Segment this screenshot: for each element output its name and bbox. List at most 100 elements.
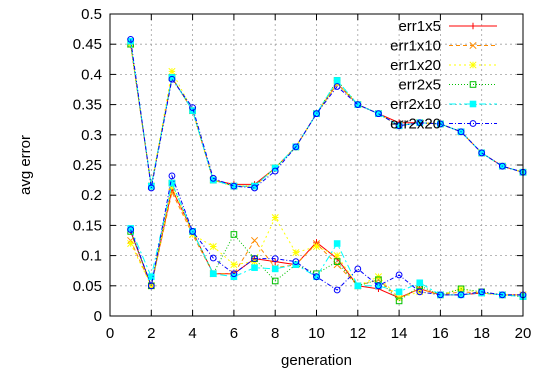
data-point bbox=[478, 149, 486, 157]
series-line bbox=[130, 181, 524, 302]
data-point bbox=[271, 213, 279, 222]
data-point bbox=[333, 83, 341, 90]
data-point bbox=[395, 271, 403, 279]
data-point bbox=[189, 104, 197, 112]
x-tick-label: 2 bbox=[147, 325, 155, 342]
data-point bbox=[168, 67, 176, 75]
y-tick-label: 0.45 bbox=[73, 36, 102, 53]
x-tick-label: 10 bbox=[308, 325, 325, 342]
data-point bbox=[395, 288, 403, 296]
x-axis-title: generation bbox=[281, 352, 352, 369]
series-err1x20 bbox=[127, 40, 527, 302]
y-tick-label: 0.25 bbox=[73, 157, 102, 174]
legend-entry-err1x5: err1x5 bbox=[398, 18, 497, 35]
x-tick-label: 16 bbox=[432, 325, 449, 342]
legend-label: err1x10 bbox=[390, 38, 441, 55]
series-err2x10 bbox=[127, 37, 527, 300]
data-point bbox=[292, 258, 300, 266]
series-line bbox=[130, 190, 523, 299]
data-point bbox=[333, 258, 341, 265]
data-point bbox=[271, 255, 279, 263]
data-point bbox=[251, 184, 258, 192]
data-point bbox=[457, 128, 465, 136]
y-tick-label: 0 bbox=[94, 308, 102, 325]
x-tick-label: 6 bbox=[230, 325, 238, 342]
series-line bbox=[130, 44, 524, 187]
data-point bbox=[189, 228, 197, 235]
data-point bbox=[250, 236, 259, 245]
legend-swatch-marker bbox=[469, 41, 477, 50]
data-point bbox=[333, 240, 341, 247]
y-tick-label: 0.5 bbox=[81, 6, 102, 23]
data-point bbox=[271, 265, 279, 273]
series-area bbox=[127, 35, 527, 305]
legend-entry-err1x10: err1x10 bbox=[390, 38, 497, 55]
data-point bbox=[478, 288, 486, 296]
legend-entry-err2x20: err2x20 bbox=[390, 116, 497, 133]
legend-entry-err2x10: err2x10 bbox=[390, 96, 497, 113]
series-line bbox=[130, 184, 523, 299]
y-tick-label: 0.35 bbox=[73, 97, 102, 114]
data-point bbox=[312, 242, 321, 251]
data-point bbox=[209, 270, 217, 278]
data-point bbox=[498, 162, 506, 170]
data-point bbox=[354, 265, 362, 273]
data-point bbox=[127, 226, 135, 234]
x-tick-label: 4 bbox=[188, 325, 196, 342]
data-point bbox=[147, 282, 155, 290]
x-tick-label: 8 bbox=[271, 325, 279, 342]
data-point bbox=[251, 255, 258, 263]
series-line bbox=[130, 39, 524, 189]
data-point bbox=[147, 184, 155, 192]
series-err1x5 bbox=[127, 41, 527, 302]
series-err2x5 bbox=[127, 40, 527, 305]
data-point bbox=[354, 282, 362, 290]
legend-swatch-marker bbox=[469, 22, 477, 30]
data-point bbox=[127, 239, 135, 248]
data-point bbox=[354, 101, 362, 108]
legend: err1x5 err1x10 err1x20 err2x5 err2x10 err2x20 bbox=[390, 18, 497, 133]
data-point bbox=[230, 182, 238, 190]
data-point bbox=[148, 273, 155, 281]
legend-label: err2x20 bbox=[390, 116, 441, 133]
data-point bbox=[147, 282, 155, 290]
data-point bbox=[498, 291, 506, 299]
data-point bbox=[437, 120, 444, 128]
data-point bbox=[168, 75, 176, 83]
x-tick-label: 18 bbox=[473, 325, 490, 342]
data-point bbox=[437, 291, 444, 299]
legend-swatch-marker bbox=[469, 61, 477, 69]
data-point bbox=[416, 279, 424, 287]
y-tick-label: 0.15 bbox=[73, 217, 102, 234]
data-point bbox=[168, 172, 176, 180]
legend-entry-err2x5: err2x5 bbox=[398, 77, 497, 94]
data-point bbox=[127, 35, 135, 43]
legend-swatch-marker bbox=[469, 100, 477, 108]
data-point bbox=[168, 179, 176, 187]
series-line bbox=[130, 181, 524, 298]
x-tick-label: 14 bbox=[391, 325, 408, 342]
x-tick-label: 20 bbox=[515, 325, 532, 342]
data-point bbox=[457, 291, 465, 299]
data-point bbox=[271, 167, 279, 175]
x-tick-label: 0 bbox=[106, 325, 114, 342]
series-line bbox=[130, 187, 523, 299]
data-point bbox=[230, 231, 238, 238]
data-point bbox=[209, 174, 217, 182]
legend-label: err2x5 bbox=[398, 77, 441, 94]
data-point bbox=[375, 282, 382, 290]
data-point bbox=[333, 286, 341, 294]
legend-label: err1x5 bbox=[398, 18, 441, 35]
data-point bbox=[395, 122, 403, 130]
data-point bbox=[209, 254, 217, 262]
series-line bbox=[130, 174, 523, 296]
data-point bbox=[292, 249, 300, 257]
data-point bbox=[313, 273, 320, 281]
data-point bbox=[333, 252, 341, 260]
y-tick-label: 0.3 bbox=[81, 127, 102, 144]
y-axis-title: avg error bbox=[17, 135, 34, 195]
legend-label: err1x20 bbox=[390, 57, 441, 74]
data-point bbox=[209, 242, 217, 251]
axis-ticks: 0 2 4 6 8 10 12 14 16 18 20 0 0.05 0.1 0.15 0.2 0.25 0.3 0… bbox=[73, 6, 532, 342]
